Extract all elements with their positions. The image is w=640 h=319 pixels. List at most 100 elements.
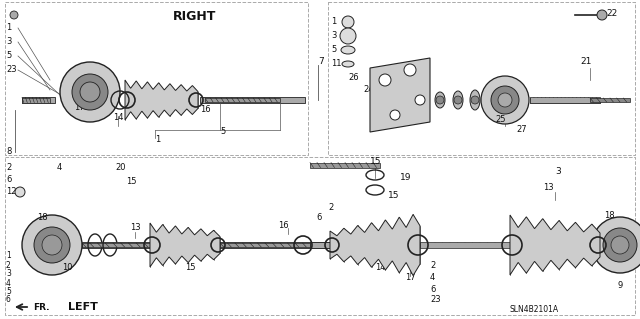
Text: 14: 14 xyxy=(113,114,124,122)
Polygon shape xyxy=(420,242,510,248)
Text: 12: 12 xyxy=(6,188,17,197)
Text: 27: 27 xyxy=(516,125,527,135)
Polygon shape xyxy=(310,242,380,248)
Text: 15: 15 xyxy=(388,190,399,199)
Text: 3: 3 xyxy=(6,38,12,47)
Text: 6: 6 xyxy=(6,295,11,305)
Text: 5: 5 xyxy=(331,46,336,55)
Polygon shape xyxy=(370,58,430,132)
Text: 17: 17 xyxy=(405,273,415,283)
Text: SLN4B2101A: SLN4B2101A xyxy=(510,306,559,315)
Text: RIGHT: RIGHT xyxy=(173,10,217,23)
Text: 3: 3 xyxy=(331,32,337,41)
Polygon shape xyxy=(220,243,310,247)
Text: 16: 16 xyxy=(278,220,289,229)
Circle shape xyxy=(491,86,519,114)
Text: 18: 18 xyxy=(604,211,614,219)
Circle shape xyxy=(592,217,640,273)
Text: 6: 6 xyxy=(430,285,435,293)
Text: 14: 14 xyxy=(375,263,385,271)
Text: 23: 23 xyxy=(6,65,17,75)
Text: 8: 8 xyxy=(6,147,12,157)
Text: 17: 17 xyxy=(74,102,84,112)
Circle shape xyxy=(22,215,82,275)
Text: 1: 1 xyxy=(6,24,12,33)
Text: 18: 18 xyxy=(37,213,47,222)
Text: 3: 3 xyxy=(6,270,11,278)
Ellipse shape xyxy=(453,91,463,109)
Polygon shape xyxy=(530,97,600,103)
Text: 15: 15 xyxy=(370,158,381,167)
Polygon shape xyxy=(205,98,280,102)
Text: 24: 24 xyxy=(363,85,374,93)
Text: 15: 15 xyxy=(126,177,136,187)
Text: 9: 9 xyxy=(617,280,622,290)
Text: LEFT: LEFT xyxy=(68,302,98,312)
Circle shape xyxy=(498,93,512,107)
Text: 6: 6 xyxy=(6,175,12,184)
Circle shape xyxy=(80,82,100,102)
Text: 6: 6 xyxy=(316,213,321,222)
Polygon shape xyxy=(590,98,630,102)
Circle shape xyxy=(597,10,607,20)
Text: 11: 11 xyxy=(331,60,342,69)
Text: 10: 10 xyxy=(62,263,72,271)
Text: 20: 20 xyxy=(115,164,125,173)
Text: 7: 7 xyxy=(318,57,324,66)
Text: 4: 4 xyxy=(6,278,11,287)
Ellipse shape xyxy=(470,90,480,110)
Text: 13: 13 xyxy=(130,224,141,233)
Circle shape xyxy=(481,76,529,124)
Ellipse shape xyxy=(435,92,445,108)
Polygon shape xyxy=(22,98,50,102)
Text: 2: 2 xyxy=(328,204,333,212)
Text: FR.: FR. xyxy=(33,302,49,311)
Circle shape xyxy=(42,235,62,255)
Circle shape xyxy=(60,62,120,122)
Polygon shape xyxy=(125,80,198,120)
Circle shape xyxy=(454,96,462,104)
Text: 13: 13 xyxy=(543,183,554,192)
Circle shape xyxy=(415,95,425,105)
Text: 1: 1 xyxy=(331,18,336,26)
Text: 4: 4 xyxy=(57,164,62,173)
Polygon shape xyxy=(150,223,220,267)
Polygon shape xyxy=(82,243,175,247)
Circle shape xyxy=(471,96,479,104)
Ellipse shape xyxy=(342,61,354,67)
Circle shape xyxy=(404,64,416,76)
Text: 5: 5 xyxy=(220,128,225,137)
Circle shape xyxy=(340,28,356,44)
Polygon shape xyxy=(420,243,510,247)
Text: 5: 5 xyxy=(6,286,11,295)
Text: 15: 15 xyxy=(185,263,195,271)
Text: 2: 2 xyxy=(6,164,12,173)
Circle shape xyxy=(436,96,444,104)
Text: 21: 21 xyxy=(580,57,591,66)
Text: 3: 3 xyxy=(555,167,561,176)
Text: 2: 2 xyxy=(6,261,11,270)
Text: 19: 19 xyxy=(400,174,412,182)
Circle shape xyxy=(34,227,70,263)
Text: 1: 1 xyxy=(155,136,160,145)
Circle shape xyxy=(72,74,108,110)
Polygon shape xyxy=(530,98,600,102)
Polygon shape xyxy=(200,97,305,103)
Text: 2: 2 xyxy=(430,261,435,270)
Polygon shape xyxy=(310,162,380,167)
Text: 5: 5 xyxy=(6,51,12,61)
Circle shape xyxy=(390,110,400,120)
Text: 25: 25 xyxy=(495,115,506,124)
Circle shape xyxy=(10,11,18,19)
Circle shape xyxy=(611,236,629,254)
Text: 4: 4 xyxy=(430,272,435,281)
Polygon shape xyxy=(22,97,55,103)
Polygon shape xyxy=(510,215,600,275)
Polygon shape xyxy=(330,214,420,276)
Circle shape xyxy=(379,74,391,86)
Text: 23: 23 xyxy=(430,295,440,305)
Text: 26: 26 xyxy=(348,73,358,83)
Circle shape xyxy=(15,187,25,197)
Circle shape xyxy=(603,228,637,262)
Ellipse shape xyxy=(341,46,355,54)
